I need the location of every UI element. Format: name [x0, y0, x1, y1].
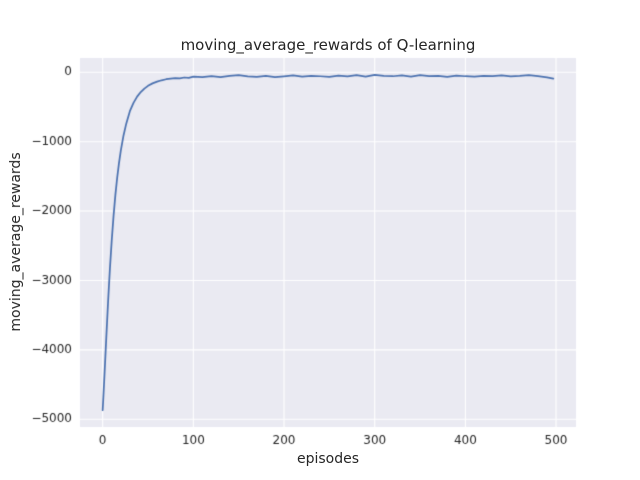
y-axis-label: moving_average_rewards: [8, 152, 24, 332]
chart-title: moving_average_rewards of Q-learning: [180, 36, 476, 54]
x-axis-label: episodes: [296, 451, 360, 467]
